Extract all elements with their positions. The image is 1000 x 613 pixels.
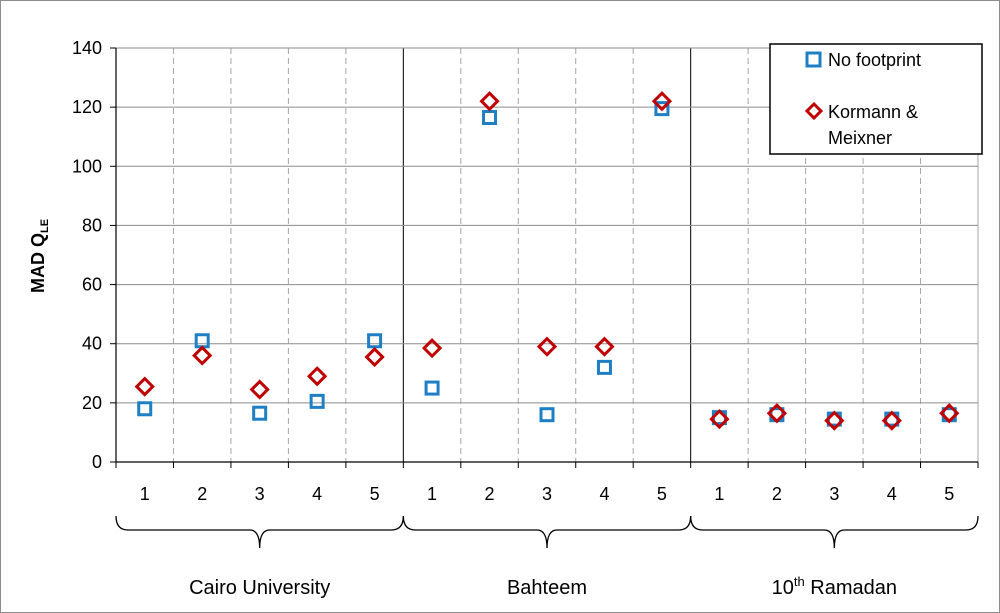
axes <box>110 47 979 468</box>
marker-kormann-meixner <box>939 403 960 424</box>
x-tick-label: 4 <box>599 484 609 504</box>
marker-kormann-meixner <box>594 336 615 357</box>
x-tick-label: 5 <box>944 484 954 504</box>
x-tick-labels: 1 2 3 4 5 1 2 3 4 5 1 2 3 4 5 <box>140 484 955 504</box>
x-tick-label: 5 <box>370 484 380 504</box>
x-tick-label: 5 <box>657 484 667 504</box>
y-tick-label: 60 <box>82 275 102 295</box>
y-tick-label: 20 <box>82 393 102 413</box>
legend: No footprint Kormann & Meixner <box>769 43 983 155</box>
marker-kormann-meixner <box>709 408 730 430</box>
marker-kormann-meixner <box>249 379 270 400</box>
y-tick-label: 40 <box>82 334 102 354</box>
y-axis-label-main: MAD Q <box>28 233 48 293</box>
group-label-text-rest: Ramadan <box>805 577 897 599</box>
legend-box <box>769 43 983 155</box>
marker-kormann-meixner <box>536 336 558 357</box>
x-tick-label: 1 <box>140 484 150 504</box>
marker-kormann-meixner <box>824 410 845 431</box>
group-label-text: 10 <box>772 577 794 599</box>
legend-label-kormann-meixner: Kormann & Meixner <box>828 102 918 148</box>
group-label-text: Cairo University <box>189 577 330 599</box>
x-tick-label: 4 <box>312 484 322 504</box>
group-label: 10th Ramadan <box>772 574 897 599</box>
marker-kormann-meixner <box>134 376 155 397</box>
x-tick-label: 3 <box>829 484 839 504</box>
y-tick-label: 100 <box>72 156 102 176</box>
marker-no-footprint <box>424 380 440 396</box>
y-axis-label-subscript: LE <box>39 219 51 233</box>
x-tick-label: 3 <box>255 484 265 504</box>
marker-kormann-meixner <box>307 366 328 387</box>
x-tick-label: 2 <box>197 484 207 504</box>
marker-kormann-meixner <box>479 91 500 112</box>
group-labels: Cairo University Bahteem 10th Ramadan <box>189 574 897 599</box>
group-label-superscript: th <box>794 574 805 589</box>
data-markers <box>134 91 960 431</box>
marker-no-footprint <box>252 405 268 421</box>
y-tick-label: 0 <box>92 452 102 472</box>
x-tick-label: 4 <box>887 484 897 504</box>
marker-kormann-meixner <box>766 403 787 424</box>
group-label-text: Bahteem <box>507 577 587 599</box>
marker-kormann-meixner <box>421 338 443 359</box>
y-tick-label: 120 <box>72 97 102 117</box>
x-tick-label: 2 <box>772 484 782 504</box>
group-label: Cairo University <box>189 577 330 599</box>
group-label: Bahteem <box>507 577 587 599</box>
y-tick-label: 140 <box>72 38 102 58</box>
x-tick-label: 2 <box>485 484 495 504</box>
x-tick-label: 3 <box>542 484 552 504</box>
marker-kormann-meixner <box>651 91 673 112</box>
marker-no-footprint <box>482 109 498 125</box>
marker-kormann-meixner <box>364 346 385 368</box>
marker-kormann-meixner <box>192 345 213 366</box>
x-tick-label: 1 <box>427 484 437 504</box>
legend-square-marker-icon <box>805 51 822 68</box>
marker-no-footprint <box>367 333 383 349</box>
y-axis-label: MAD QLE <box>28 219 51 293</box>
marker-no-footprint <box>137 401 153 417</box>
y-tick-labels: 0 20 40 60 80 100 120 140 <box>72 38 102 472</box>
legend-label-kormann-line2: Meixner <box>828 128 892 148</box>
marker-no-footprint <box>596 359 612 375</box>
marker-no-footprint <box>539 407 555 423</box>
legend-label-no-footprint: No footprint <box>828 50 921 70</box>
x-tick-label: 1 <box>714 484 724 504</box>
group-brace <box>402 515 692 549</box>
marker-no-footprint <box>654 101 670 117</box>
vertical-dashed-gridlines <box>172 48 979 462</box>
marker-kormann-meixner <box>881 410 902 431</box>
marker-no-footprint <box>309 393 325 409</box>
group-brace <box>690 515 979 549</box>
legend-label-kormann-line1: Kormann & <box>828 102 918 122</box>
legend-diamond-marker-icon <box>804 101 824 121</box>
group-braces <box>115 515 979 549</box>
y-tick-label: 80 <box>82 215 102 235</box>
group-brace <box>115 515 404 549</box>
marker-no-footprint <box>194 333 210 349</box>
